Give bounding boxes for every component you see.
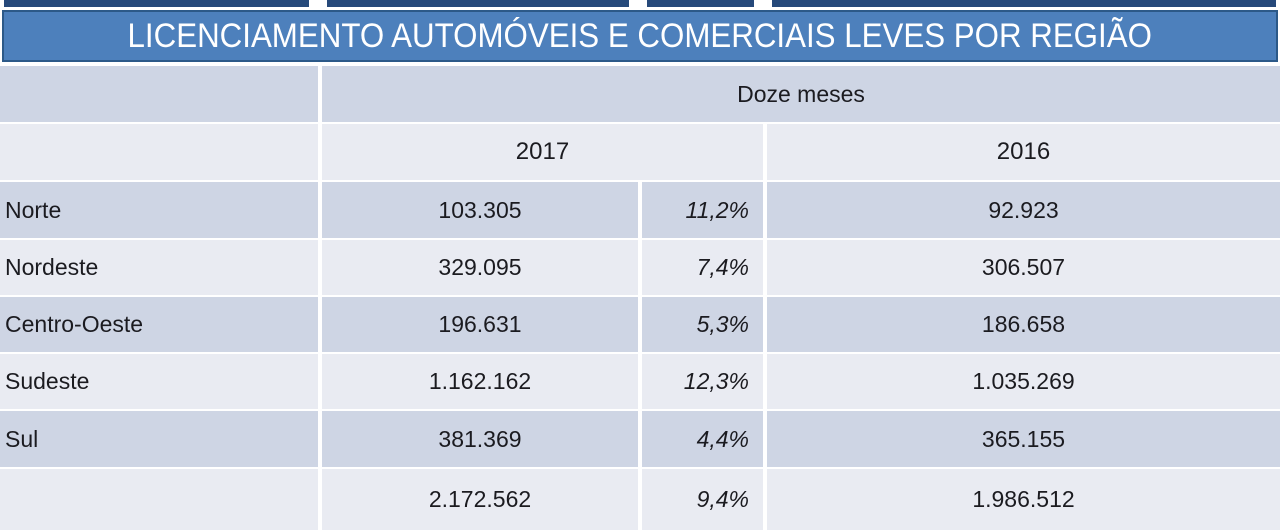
corner-cell-empty bbox=[0, 66, 318, 122]
pct-change-cell: 5,3% bbox=[642, 297, 763, 352]
value-2017-cell: 1.162.162 bbox=[322, 354, 638, 409]
region-cell: Nordeste bbox=[0, 240, 318, 295]
value-2016-cell: 92.923 bbox=[767, 182, 1280, 238]
value-2016-cell: 1.035.269 bbox=[767, 354, 1280, 409]
value-2017-cell: 196.631 bbox=[322, 297, 638, 352]
licensing-table: Doze meses 2017 2016 Norte 103.305 11,2%… bbox=[0, 66, 1280, 530]
slide-title: LICENCIAMENTO AUTOMÓVEIS E COMERCIAIS LE… bbox=[127, 16, 1153, 55]
title-bar: LICENCIAMENTO AUTOMÓVEIS E COMERCIAIS LE… bbox=[2, 10, 1278, 62]
region-cell: Sul bbox=[0, 411, 318, 467]
region-cell: Norte bbox=[0, 182, 318, 238]
total-value-2016-cell: 1.986.512 bbox=[767, 469, 1280, 530]
value-2016-cell: 365.155 bbox=[767, 411, 1280, 467]
total-value-2017-cell: 2.172.562 bbox=[322, 469, 638, 530]
pct-change-cell: 4,4% bbox=[642, 411, 763, 467]
period-header-cell: Doze meses bbox=[322, 66, 1280, 122]
top-border-segment bbox=[647, 0, 754, 7]
region-cell: Sudeste bbox=[0, 354, 318, 409]
pct-change-cell: 12,3% bbox=[642, 354, 763, 409]
value-2017-cell: 381.369 bbox=[322, 411, 638, 467]
top-border-segment bbox=[772, 0, 1276, 7]
region-header-cell-empty bbox=[0, 124, 318, 180]
value-2016-cell: 186.658 bbox=[767, 297, 1280, 352]
top-border-strip bbox=[4, 0, 1276, 7]
year-2016-header: 2016 bbox=[767, 124, 1280, 180]
total-pct-change-cell: 9,4% bbox=[642, 469, 763, 530]
year-2017-header: 2017 bbox=[322, 124, 763, 180]
top-border-segment bbox=[327, 0, 629, 7]
total-region-cell-empty bbox=[0, 469, 318, 530]
pct-change-cell: 7,4% bbox=[642, 240, 763, 295]
value-2017-cell: 329.095 bbox=[322, 240, 638, 295]
top-border-segment bbox=[4, 0, 309, 7]
value-2017-cell: 103.305 bbox=[322, 182, 638, 238]
region-cell: Centro-Oeste bbox=[0, 297, 318, 352]
pct-change-cell: 11,2% bbox=[642, 182, 763, 238]
value-2016-cell: 306.507 bbox=[767, 240, 1280, 295]
